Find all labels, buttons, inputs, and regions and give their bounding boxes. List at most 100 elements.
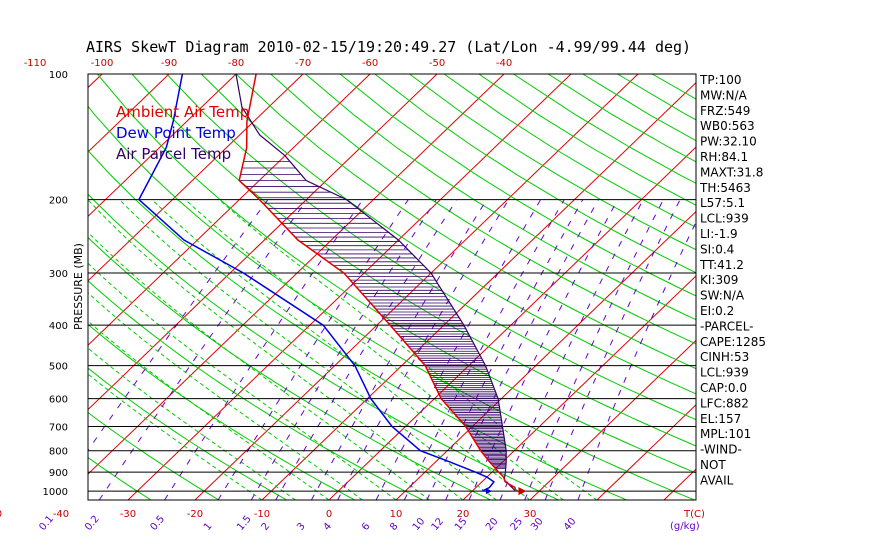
- mixing-ratio-line: [499, 199, 644, 500]
- mixing-ratio-tick-label: 4: [322, 521, 335, 533]
- index-item: TT:41.2: [699, 258, 744, 272]
- index-item: -WIND-: [700, 443, 742, 457]
- mixing-ratio-line: [375, 199, 542, 500]
- top-temp-tick-label: -70: [295, 58, 311, 69]
- legend-parcel: Air Parcel Temp: [116, 145, 231, 163]
- mixing-ratio-line: [250, 199, 437, 500]
- dewpoint-line: [137, 74, 495, 492]
- dry-adiabat-line: [270, 74, 696, 345]
- mixing-ratio-tick-label: 6: [360, 521, 373, 533]
- moist-adiabat-line: [88, 292, 363, 500]
- y-axis-label: PRESSURE (MB): [72, 243, 85, 330]
- mixing-ratio-line: [275, 199, 458, 500]
- index-item: NOT: [700, 458, 726, 472]
- isotherm-line: [462, 275, 696, 500]
- index-item: LFC:882: [700, 396, 749, 410]
- mixing-ratio-line: [544, 199, 681, 500]
- moist-adiabat-line: [88, 373, 263, 500]
- isotherm-line: [88, 74, 304, 282]
- bottom-temp-tick-label: 20: [457, 509, 470, 520]
- dry-adiabat-line: [88, 411, 220, 500]
- mixing-ratio-tick-label: 2: [260, 521, 273, 533]
- index-item: TP:100: [699, 73, 742, 87]
- mixing-ratio-tick-label: 1.5: [235, 514, 254, 533]
- pressure-tick-label: 300: [49, 269, 68, 280]
- top-temp-tick-label: -40: [496, 58, 512, 69]
- mixing-ratio-line: [403, 199, 565, 500]
- moist-adiabat-line: [88, 262, 397, 500]
- index-item: CAPE:1285: [700, 335, 766, 349]
- bottom-temp-tick-label: 0: [326, 509, 332, 520]
- mixing-ratio-tick-label: 20: [484, 516, 501, 533]
- index-item: PW:32.10: [700, 135, 757, 149]
- plot-grid: [0, 74, 696, 500]
- index-item: LI:-1.9: [700, 227, 738, 241]
- moist-adiabat-line: [88, 320, 330, 500]
- mixing-ratio-line: [217, 199, 409, 500]
- isotherm-line: [88, 74, 505, 475]
- bottom-temp-tick-label: -20: [187, 509, 203, 520]
- mixing-ratio-line: [445, 199, 599, 500]
- pressure-tick-label: 500: [49, 362, 68, 373]
- mixing-ratio-tick-label: 0.2: [83, 514, 102, 533]
- moist-adiabat-line: [151, 199, 531, 500]
- moist-adiabat-line: [88, 199, 464, 500]
- bottom-temp-tick-label: 30: [524, 509, 537, 520]
- dry-adiabat-line: [88, 367, 288, 500]
- top-temp-tick-label: -50: [429, 58, 445, 69]
- mixing-ratio-tick-label: 0.5: [148, 514, 167, 533]
- index-item: LCL:939: [700, 366, 749, 380]
- dry-adiabat-line: [96, 74, 696, 474]
- mixing-ratio-line: [98, 199, 308, 500]
- index-item: KI:309: [700, 273, 738, 287]
- isotherm-line: [0, 74, 35, 500]
- mixing-ratio-line: [577, 220, 696, 500]
- mixing-ratio-line: [426, 199, 584, 500]
- pressure-tick-label: 900: [49, 468, 68, 479]
- mixing-ratio-tick-label: 12: [430, 516, 447, 533]
- dry-adiabat-line: [88, 280, 423, 500]
- bottom-temp-tick-label: -50: [0, 509, 2, 520]
- surface-temp-marker: [518, 487, 527, 496]
- moist-adiabat-line: [184, 199, 564, 500]
- index-item: -PARCEL-: [700, 319, 754, 333]
- mixing-ratio-line: [164, 199, 364, 500]
- bottom-temp-tick-label: -40: [53, 509, 69, 520]
- isotherm-line: [596, 404, 696, 500]
- moist-adiabat-line: [218, 199, 598, 500]
- top-temp-tick-label: -90: [161, 58, 177, 69]
- isotherm-line: [529, 339, 696, 500]
- top-temp-tick-label: -110: [24, 58, 47, 69]
- index-item: SW:N/A: [700, 289, 745, 303]
- index-item: EI:0.2: [700, 304, 734, 318]
- moist-adiabat-line: [119, 199, 497, 500]
- plot-frame: [87, 73, 697, 501]
- bottom-temp-tick-label: 10: [390, 509, 403, 520]
- mixing-ratio-line: [524, 199, 664, 500]
- index-item: FRZ:549: [700, 104, 750, 118]
- isotherm-line: [88, 74, 371, 346]
- parcel-temp-line: [235, 74, 517, 492]
- chart-title: AIRS SkewT Diagram 2010-02-15/19:20:49.2…: [86, 38, 691, 56]
- mixing-ratio-tick-label: 3: [295, 521, 308, 533]
- index-item: CAP:0.0: [700, 381, 747, 395]
- pressure-tick-label: 400: [49, 321, 68, 332]
- index-item: AVAIL: [700, 473, 734, 487]
- mixing-ratio-unit-label: (g/kg): [670, 521, 700, 532]
- bottom-temp-tick-label: -10: [254, 509, 270, 520]
- mixing-ratio-tick-label: 10: [411, 516, 428, 533]
- index-item: TH:5463: [699, 181, 751, 195]
- dry-adiabat-line: [88, 236, 491, 500]
- index-item: MPL:101: [700, 427, 751, 441]
- mixing-ratio-tick-label: 1: [202, 521, 215, 533]
- dry-adiabat-line: [88, 193, 559, 500]
- dry-adiabat-line: [339, 74, 696, 297]
- dry-adiabat-line: [409, 74, 696, 251]
- surface-dew-marker: [485, 488, 492, 495]
- dry-adiabat-line: [200, 74, 696, 395]
- mixing-ratio-line: [310, 199, 488, 500]
- legend-ambient: Ambient Air Temp: [116, 103, 249, 121]
- ambient-temp-line: [238, 74, 517, 492]
